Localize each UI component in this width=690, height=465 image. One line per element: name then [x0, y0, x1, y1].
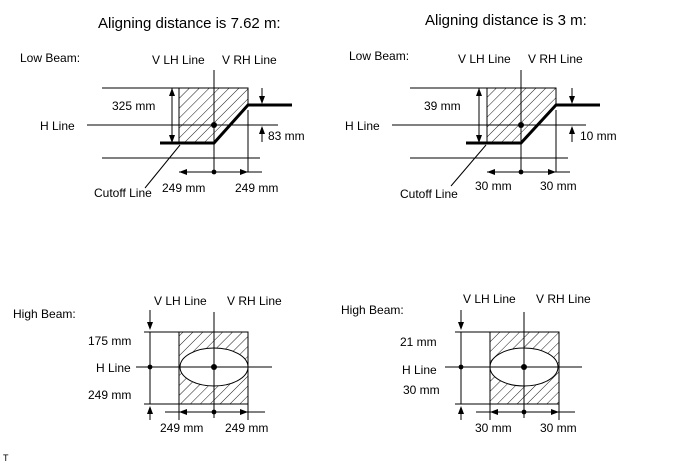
right-width-dimension: 30 mm — [540, 421, 577, 435]
top-dimension: 21 mm — [400, 335, 437, 349]
bottom-dimension: 30 mm — [403, 383, 440, 397]
right-width-dimension: 30 mm — [540, 179, 577, 193]
h-line-label: H Line — [345, 119, 380, 133]
height-dimension: 325 mm — [112, 99, 155, 113]
high-beam-label: High Beam: — [341, 303, 404, 317]
h-line-label: H Line — [40, 119, 75, 133]
v-rh-line-label: V RH Line — [227, 294, 282, 308]
bottom-dimension: 249 mm — [88, 388, 131, 402]
high-beam-762-diagram: High Beam: V LH Line V RH Line H Line 17… — [13, 294, 282, 435]
high-beam-3-diagram: High Beam: V LH Line V RH Line H Line 21… — [341, 292, 591, 435]
footer-mark: T — [3, 453, 9, 463]
v-lh-line-label: V LH Line — [463, 292, 516, 306]
cutoff-line-label: Cutoff Line — [400, 187, 458, 201]
low-beam-label: Low Beam: — [349, 49, 409, 63]
high-beam-label: High Beam: — [13, 307, 76, 321]
left-width-dimension: 249 mm — [160, 421, 203, 435]
left-width-dimension: 249 mm — [162, 181, 205, 195]
cutoff-line — [466, 103, 600, 145]
h-line-label: H Line — [96, 361, 131, 375]
v-rh-line-label: V RH Line — [222, 53, 277, 67]
v-lh-line-label: V LH Line — [154, 294, 207, 308]
low-beam-762-diagram: Low Beam: V LH Line V RH Line H Line 325… — [20, 51, 305, 200]
v-lh-line-label: V LH Line — [152, 53, 205, 67]
height-dimension: 39 mm — [424, 99, 461, 113]
low-beam-label: Low Beam: — [20, 51, 80, 65]
v-rh-line-label: V RH Line — [536, 292, 591, 306]
cutoff-line-label: Cutoff Line — [94, 186, 152, 200]
top-dimension: 175 mm — [88, 334, 131, 348]
right-width-dimension: 249 mm — [225, 421, 268, 435]
v-lh-line-label: V LH Line — [458, 52, 511, 66]
low-beam-3-diagram: Low Beam: V LH Line V RH Line H Line 39 … — [345, 49, 617, 201]
title-3: Aligning distance is 3 m: — [425, 12, 587, 29]
cutoff-line — [160, 103, 292, 145]
h-line-label: H Line — [402, 363, 437, 377]
left-width-dimension: 30 mm — [475, 179, 512, 193]
left-width-dimension: 30 mm — [475, 421, 512, 435]
title-762: Aligning distance is 7.62 m: — [98, 15, 281, 32]
right-width-dimension: 249 mm — [235, 181, 278, 195]
step-dimension: 10 mm — [580, 129, 617, 143]
step-dimension: 83 mm — [268, 129, 305, 143]
v-rh-line-label: V RH Line — [528, 52, 583, 66]
